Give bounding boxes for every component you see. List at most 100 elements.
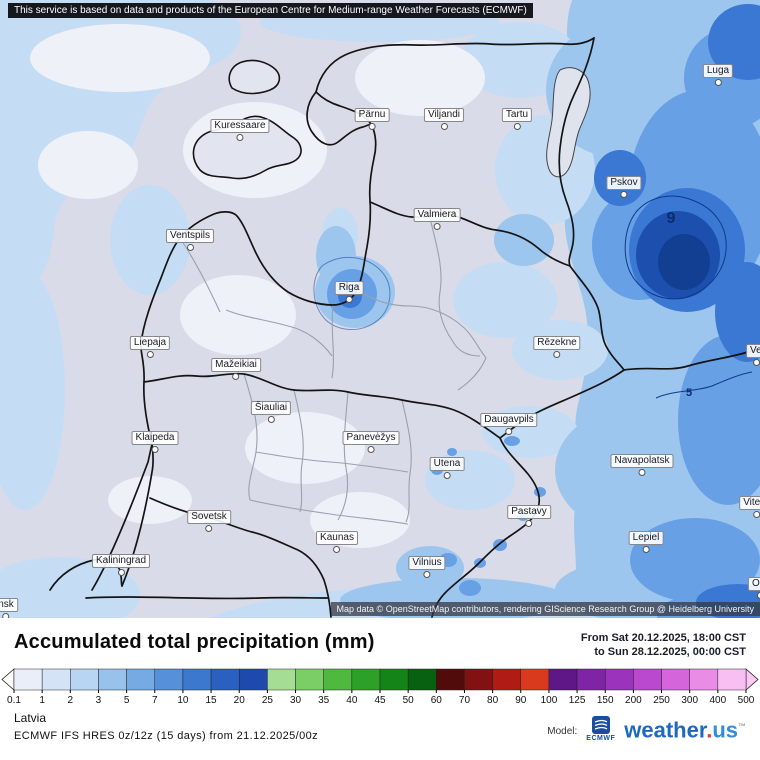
city-name: Vitebs	[739, 496, 760, 510]
city-marker-icon	[756, 592, 760, 599]
city-label: Kuressaare	[210, 119, 270, 141]
city-marker-icon	[505, 428, 513, 435]
city-marker-icon	[553, 351, 561, 358]
city-marker-icon	[525, 520, 533, 527]
city-label: Mažeikiai	[211, 358, 261, 380]
city-label: Rēzekne	[533, 336, 581, 358]
city-label: Ors	[747, 577, 760, 599]
city-label: Valmiera	[413, 208, 461, 230]
city-marker-icon	[753, 511, 760, 518]
scale-tick-label: 80	[487, 695, 499, 706]
scale-segment	[689, 668, 719, 691]
contour-value-label: 9	[666, 210, 676, 227]
country-borders	[49, 37, 760, 618]
scale-segment	[154, 668, 184, 691]
ecmwf-wordmark: ECMWF	[586, 735, 616, 742]
scale-tick-label: 100	[541, 695, 558, 706]
city-marker-icon	[151, 446, 159, 453]
city-marker-icon	[345, 296, 353, 303]
city-label: Pskov	[606, 176, 642, 198]
city-name: Lepiel	[628, 531, 664, 545]
scale-tick-label: 35	[318, 695, 330, 706]
scale-segment	[520, 668, 550, 691]
city-label: Navapolatsk	[610, 454, 674, 476]
city-name: Kaunas	[316, 531, 358, 545]
city-name: Rēzekne	[533, 336, 581, 350]
footer: Latvia ECMWF IFS HRES 0z/12z (15 days) f…	[0, 711, 760, 742]
city-name: Liepaja	[129, 336, 171, 350]
city-label: Kaunas	[316, 531, 358, 553]
city-label: Sovetsk	[187, 510, 231, 532]
city-name: Klaipeda	[131, 431, 179, 445]
city-marker-icon	[440, 123, 448, 130]
city-label: Tartu	[501, 108, 533, 130]
city-label: Viljandi	[423, 108, 465, 130]
scale-tick-label: 400	[710, 695, 727, 706]
city-name: Kaliningrad	[91, 554, 151, 568]
city-marker-icon	[117, 569, 125, 576]
scale-tick-label: 0.1	[7, 695, 21, 706]
scale-tick-label: 50	[403, 695, 415, 706]
scale-tick-label: 60	[431, 695, 443, 706]
scale-segment	[126, 668, 156, 691]
weather-us-logo: weather.us™	[624, 715, 746, 742]
city-name: Navapolatsk	[610, 454, 674, 468]
scale-underflow-arrow	[1, 668, 15, 691]
scale-segment	[267, 668, 296, 691]
city-name: Daugavpils	[480, 413, 538, 427]
city-name: Sovetsk	[187, 510, 231, 524]
city-name: Kuressaare	[210, 119, 270, 133]
valid-period: From Sat 20.12.2025, 18:00 CST to Sun 28…	[581, 631, 746, 659]
city-name: Ventspils	[165, 229, 215, 243]
city-marker-icon	[146, 351, 154, 358]
city-marker-icon	[186, 244, 194, 251]
legend-panel: Accumulated total precipitation (mm) Fro…	[0, 618, 760, 760]
scale-segment	[436, 668, 465, 691]
scale-tick-label: 1	[39, 695, 45, 706]
city-name: Ors	[747, 577, 760, 591]
scale-segment	[182, 668, 212, 691]
city-marker-icon	[333, 546, 341, 553]
city-name: Pskov	[606, 176, 642, 190]
scale-tick-label: 3	[96, 695, 102, 706]
city-marker-icon	[638, 469, 646, 476]
brand-trademark: ™	[738, 721, 746, 731]
legend-title: Accumulated total precipitation (mm)	[14, 631, 375, 653]
city-marker-icon	[232, 373, 240, 380]
scale-tick-label: 7	[152, 695, 158, 706]
admin-boundaries	[179, 217, 487, 525]
city-marker-icon	[205, 525, 213, 532]
scale-overflow-arrow	[745, 668, 759, 691]
scale-tick-label: 40	[346, 695, 358, 706]
city-marker-icon	[267, 416, 275, 423]
scale-segment	[604, 668, 634, 691]
scale-tick-label: 5	[124, 695, 130, 706]
scale-segment	[295, 668, 324, 691]
city-label: Vitebs	[739, 496, 760, 518]
city-marker-icon	[2, 613, 10, 618]
map-attribution: Map data © OpenStreetMap contributors, r…	[330, 602, 760, 616]
city-name: Pärnu	[354, 108, 390, 122]
city-label: Utena	[429, 457, 465, 479]
scale-segment	[238, 668, 268, 691]
city-label: Klaipeda	[131, 431, 179, 453]
city-name: Riga	[334, 281, 364, 295]
footer-left: Latvia ECMWF IFS HRES 0z/12z (15 days) f…	[14, 711, 318, 742]
scale-segment	[661, 668, 690, 691]
city-marker-icon	[620, 191, 628, 198]
city-marker-icon	[368, 123, 376, 130]
scale-tick-label: 2	[68, 695, 74, 706]
city-name: Viljandi	[423, 108, 465, 122]
scale-segment	[13, 668, 43, 691]
scale-segment	[379, 668, 409, 691]
scale-segment	[492, 668, 522, 691]
city-label: Lepiel	[628, 531, 664, 553]
city-marker-icon	[367, 446, 375, 453]
scale-segment	[323, 668, 353, 691]
city-name: Valmiera	[413, 208, 461, 222]
scale-tick-label: 20	[234, 695, 246, 706]
scale-segment	[633, 668, 662, 691]
ecmwf-logo: ECMWF	[586, 716, 615, 742]
ecmwf-emblem-icon	[591, 716, 610, 734]
city-name: Luga	[702, 64, 734, 78]
